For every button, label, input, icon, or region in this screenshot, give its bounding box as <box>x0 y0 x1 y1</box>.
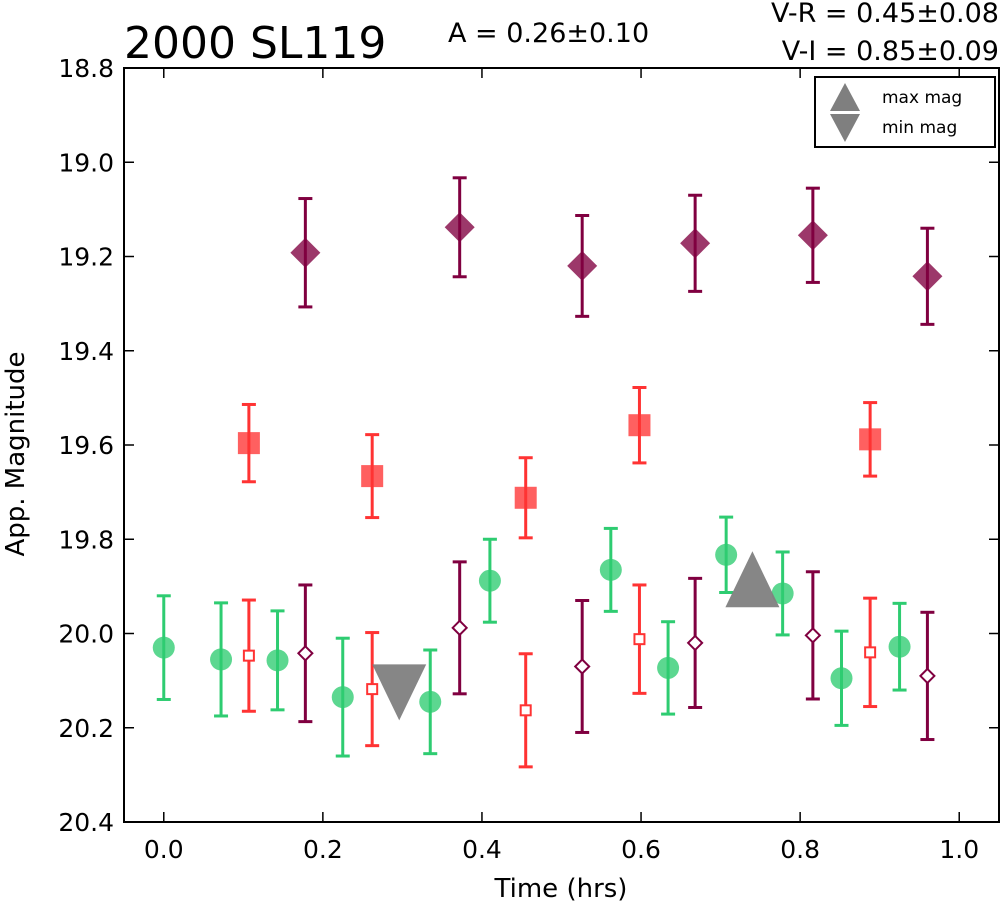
y-axis-label: App. Magnitude <box>1 351 31 556</box>
amplitude-label: A = 0.26±0.10 <box>448 18 649 49</box>
y-tick-label: 18.8 <box>58 54 114 83</box>
data-point-circle <box>478 569 501 592</box>
data-point-circle <box>888 635 911 658</box>
y-tick-label: 20.4 <box>58 808 114 837</box>
data-point-diamond-open <box>451 619 469 637</box>
y-tick-label: 20.2 <box>58 714 114 743</box>
data-point-circle <box>657 656 680 679</box>
series-circle-filled <box>152 515 911 758</box>
legend-triangle-up-icon <box>830 83 860 111</box>
x-tick-label: 0.0 <box>144 835 184 864</box>
data-point-square <box>361 465 384 488</box>
data-point-diamond-open <box>686 634 704 652</box>
y-tick-label: 19.0 <box>58 148 114 177</box>
data-point-circle <box>152 636 175 659</box>
data-point-circle <box>331 686 354 709</box>
min-mag-marker <box>372 664 427 721</box>
data-point-circle <box>419 690 442 713</box>
data-point-diamond-open <box>296 644 314 662</box>
legend: max mag min mag <box>814 76 996 148</box>
y-tick-label: 19.8 <box>58 525 114 554</box>
y-tick-label: 19.2 <box>58 243 114 272</box>
data-point-square-open <box>242 649 255 662</box>
x-axis-label: Time (hrs) <box>494 874 628 904</box>
data-point-diamond <box>680 228 711 259</box>
data-point-square <box>628 414 651 437</box>
data-point-square-open <box>519 704 532 717</box>
data-point-square <box>859 428 882 451</box>
color-index-vi: V-I = 0.85±0.09 <box>782 36 999 67</box>
data-point-diamond <box>912 261 943 292</box>
data-point-circle <box>210 648 233 671</box>
series-diamond-open <box>296 560 936 742</box>
x-tick-label: 0.4 <box>462 835 502 864</box>
data-point-square <box>514 486 537 509</box>
x-tick-label: 0.6 <box>621 835 661 864</box>
data-point-circle <box>771 582 794 605</box>
legend-triangle-down-icon <box>830 114 860 142</box>
data-point-square <box>237 432 260 455</box>
data-point-circle <box>715 543 738 566</box>
data-point-diamond <box>444 212 475 243</box>
y-axis-ticks: 18.8 19.0 19.2 19.4 19.6 19.8 20.0 20.2 20.4 <box>58 54 999 837</box>
x-tick-label: 0.8 <box>780 835 820 864</box>
legend-label-max: max mag <box>882 88 962 108</box>
data-point-circle <box>599 558 622 581</box>
data-point-circle <box>266 649 289 672</box>
plot-marks <box>152 176 943 769</box>
data-point-diamond-open <box>804 626 822 644</box>
x-tick-label: 0.2 <box>303 835 343 864</box>
max-mag-marker <box>725 551 780 608</box>
data-point-circle <box>830 667 853 690</box>
data-point-square-open <box>864 646 877 659</box>
series-diamond-filled <box>290 176 943 326</box>
x-axis-ticks: 0.0 0.2 0.4 0.6 0.8 1.0 <box>144 68 979 864</box>
data-point-diamond-open <box>918 667 936 685</box>
legend-label-min: min mag <box>882 118 957 138</box>
color-index-vr: V-R = 0.45±0.08 <box>771 0 999 29</box>
y-tick-label: 19.6 <box>58 431 114 460</box>
chart-title: 2000 SL119 <box>124 18 386 69</box>
y-tick-label: 20.0 <box>58 620 114 649</box>
y-tick-label: 19.4 <box>58 337 114 366</box>
series-square-open <box>241 583 878 769</box>
x-tick-label: 1.0 <box>939 835 979 864</box>
data-point-diamond <box>290 237 321 268</box>
data-point-square-open <box>366 683 379 696</box>
data-point-diamond <box>567 250 598 281</box>
data-point-square-open <box>633 633 646 646</box>
data-point-diamond-open <box>573 658 591 675</box>
data-point-diamond <box>797 220 828 251</box>
series-square-filled <box>237 386 882 540</box>
